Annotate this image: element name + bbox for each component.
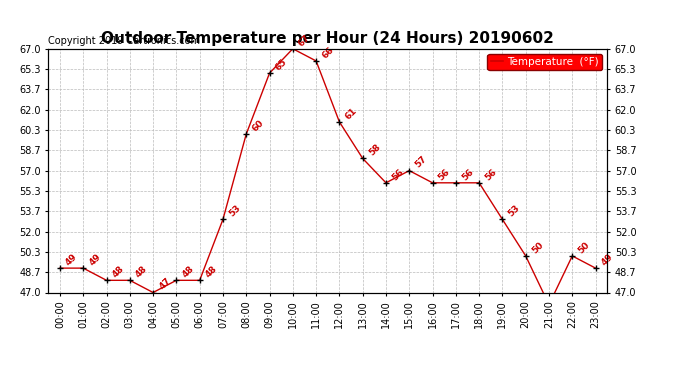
Text: 47: 47	[157, 276, 172, 292]
Text: 48: 48	[134, 264, 149, 279]
Text: 53: 53	[227, 203, 242, 219]
Legend: Temperature  (°F): Temperature (°F)	[487, 54, 602, 70]
Text: 56: 56	[483, 167, 498, 182]
Text: 60: 60	[250, 118, 266, 133]
Text: 67: 67	[297, 33, 313, 48]
Text: 66: 66	[320, 45, 335, 60]
Text: 48: 48	[204, 264, 219, 279]
Text: 65: 65	[274, 57, 289, 72]
Text: 61: 61	[344, 106, 359, 121]
Title: Outdoor Temperature per Hour (24 Hours) 20190602: Outdoor Temperature per Hour (24 Hours) …	[101, 31, 554, 46]
Text: 46: 46	[0, 374, 1, 375]
Text: 56: 56	[437, 167, 452, 182]
Text: 48: 48	[110, 264, 126, 279]
Text: 53: 53	[506, 203, 522, 219]
Text: 50: 50	[530, 240, 545, 255]
Text: 57: 57	[413, 154, 428, 170]
Text: Copyright 2019 Cartronics.com: Copyright 2019 Cartronics.com	[48, 36, 200, 46]
Text: 56: 56	[460, 167, 475, 182]
Text: 49: 49	[88, 252, 103, 267]
Text: 48: 48	[181, 264, 196, 279]
Text: 49: 49	[600, 252, 615, 267]
Text: 50: 50	[576, 240, 591, 255]
Text: 49: 49	[64, 252, 79, 267]
Text: 58: 58	[367, 142, 382, 158]
Text: 56: 56	[390, 167, 405, 182]
